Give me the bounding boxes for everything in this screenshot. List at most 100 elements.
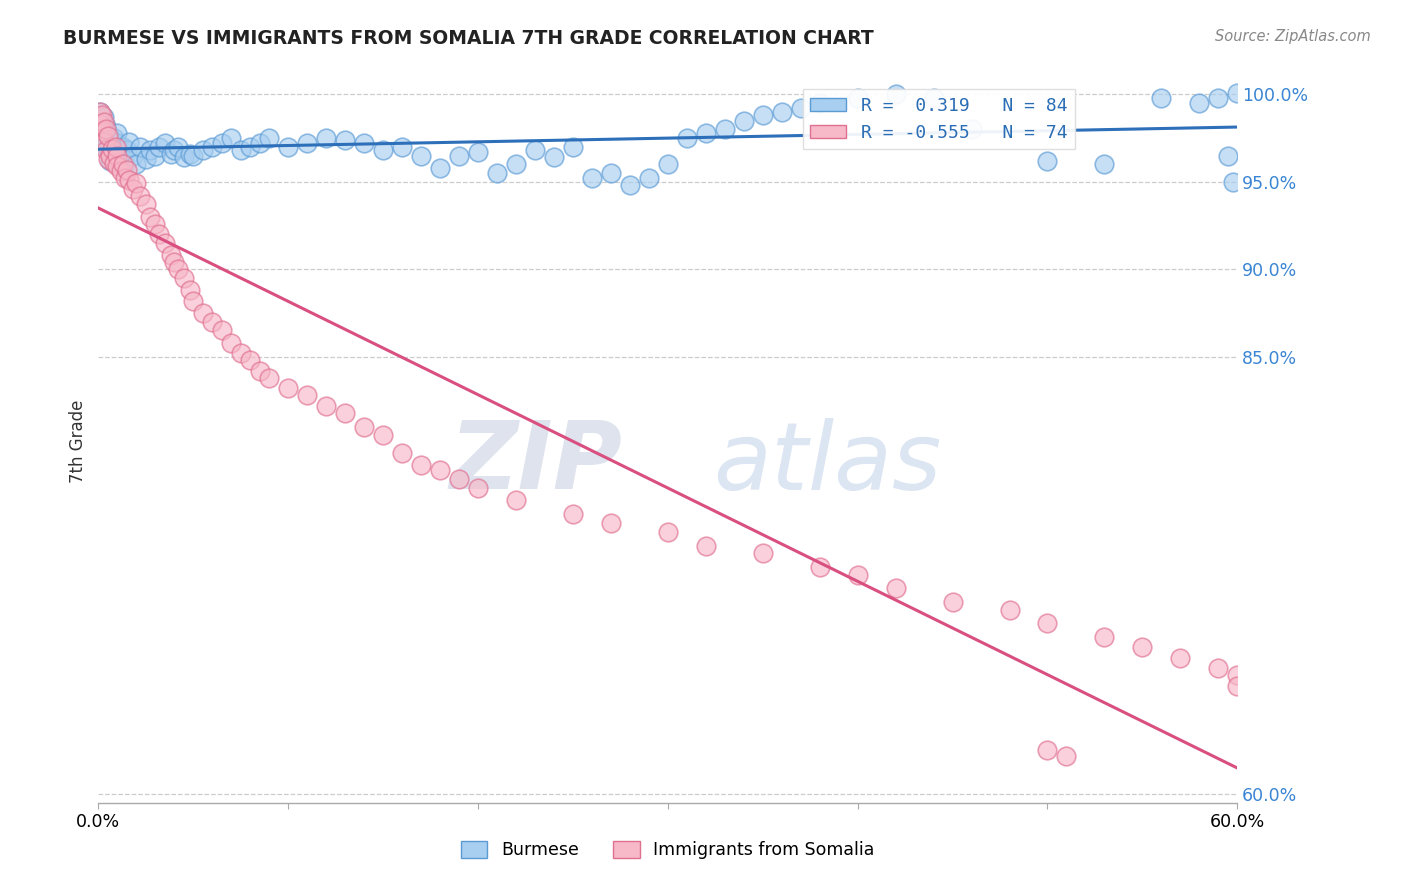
Point xyxy=(353,419,375,434)
Point xyxy=(201,140,224,154)
Point xyxy=(115,162,138,177)
Point xyxy=(135,197,157,211)
Point xyxy=(138,210,160,224)
Point xyxy=(114,157,136,171)
Point xyxy=(211,136,233,151)
Point xyxy=(297,388,319,402)
Point xyxy=(107,126,129,140)
Point xyxy=(98,131,121,145)
Point xyxy=(163,255,186,269)
Point xyxy=(167,262,190,277)
Point xyxy=(371,143,394,157)
Point xyxy=(112,140,135,154)
Point xyxy=(1208,91,1230,105)
Point xyxy=(657,524,679,539)
Point xyxy=(486,166,509,180)
Point xyxy=(229,346,252,360)
Point xyxy=(107,148,129,162)
Point xyxy=(449,148,471,162)
Point xyxy=(125,177,148,191)
Point xyxy=(315,399,337,413)
Point xyxy=(562,140,585,154)
Point xyxy=(94,143,117,157)
Point xyxy=(733,113,755,128)
Point xyxy=(600,166,623,180)
Point xyxy=(121,182,143,196)
Point xyxy=(145,148,167,162)
Point xyxy=(104,140,127,154)
Point xyxy=(467,145,489,159)
Point xyxy=(846,568,869,582)
Point xyxy=(1170,650,1192,665)
Point xyxy=(411,458,433,472)
Point xyxy=(657,157,679,171)
Point xyxy=(808,95,831,110)
Point xyxy=(138,143,160,157)
Point xyxy=(600,516,623,530)
Point xyxy=(846,91,869,105)
Point xyxy=(94,119,117,133)
Point xyxy=(221,131,243,145)
Point xyxy=(104,146,127,161)
Point xyxy=(91,124,114,138)
Point xyxy=(97,129,120,144)
Point xyxy=(108,143,131,157)
Point xyxy=(94,122,117,136)
Point xyxy=(315,131,337,145)
Point xyxy=(110,164,132,178)
Point xyxy=(97,143,120,157)
Point xyxy=(562,507,585,521)
Point xyxy=(173,271,195,285)
Point xyxy=(93,110,115,124)
Point xyxy=(1226,679,1249,693)
Point xyxy=(297,136,319,151)
Point xyxy=(249,364,271,378)
Point xyxy=(505,493,527,508)
Point xyxy=(93,135,115,149)
Point xyxy=(790,101,813,115)
Point xyxy=(114,171,136,186)
Point xyxy=(115,143,138,157)
Point xyxy=(277,381,299,395)
Point xyxy=(100,141,122,155)
Point xyxy=(752,108,775,122)
Point xyxy=(429,463,451,477)
Point xyxy=(94,138,117,153)
Point xyxy=(112,157,135,171)
Point xyxy=(148,227,170,242)
Point xyxy=(371,428,394,442)
Text: BURMESE VS IMMIGRANTS FROM SOMALIA 7TH GRADE CORRELATION CHART: BURMESE VS IMMIGRANTS FROM SOMALIA 7TH G… xyxy=(63,29,875,47)
Point xyxy=(1056,748,1078,763)
Point xyxy=(259,370,281,384)
Point xyxy=(543,150,565,164)
Point xyxy=(103,155,125,169)
Point xyxy=(148,140,170,154)
Point xyxy=(89,104,111,119)
Point xyxy=(201,315,224,329)
Point xyxy=(411,148,433,162)
Point xyxy=(89,104,111,119)
Point xyxy=(695,539,717,553)
Point xyxy=(942,594,965,608)
Point xyxy=(93,129,115,144)
Point xyxy=(191,306,214,320)
Point xyxy=(239,140,262,154)
Point xyxy=(581,171,603,186)
Point xyxy=(998,603,1021,617)
Point xyxy=(179,146,201,161)
Point xyxy=(1036,153,1059,168)
Point xyxy=(163,143,186,157)
Point xyxy=(638,171,661,186)
Y-axis label: 7th Grade: 7th Grade xyxy=(69,400,87,483)
Point xyxy=(167,140,190,154)
Point xyxy=(429,161,451,175)
Point xyxy=(1132,640,1154,654)
Point xyxy=(91,119,114,133)
Point xyxy=(1036,743,1059,757)
Point xyxy=(1150,91,1173,105)
Point xyxy=(173,150,195,164)
Point xyxy=(153,136,176,151)
Point xyxy=(808,559,831,574)
Point xyxy=(619,178,641,193)
Point xyxy=(129,188,152,202)
